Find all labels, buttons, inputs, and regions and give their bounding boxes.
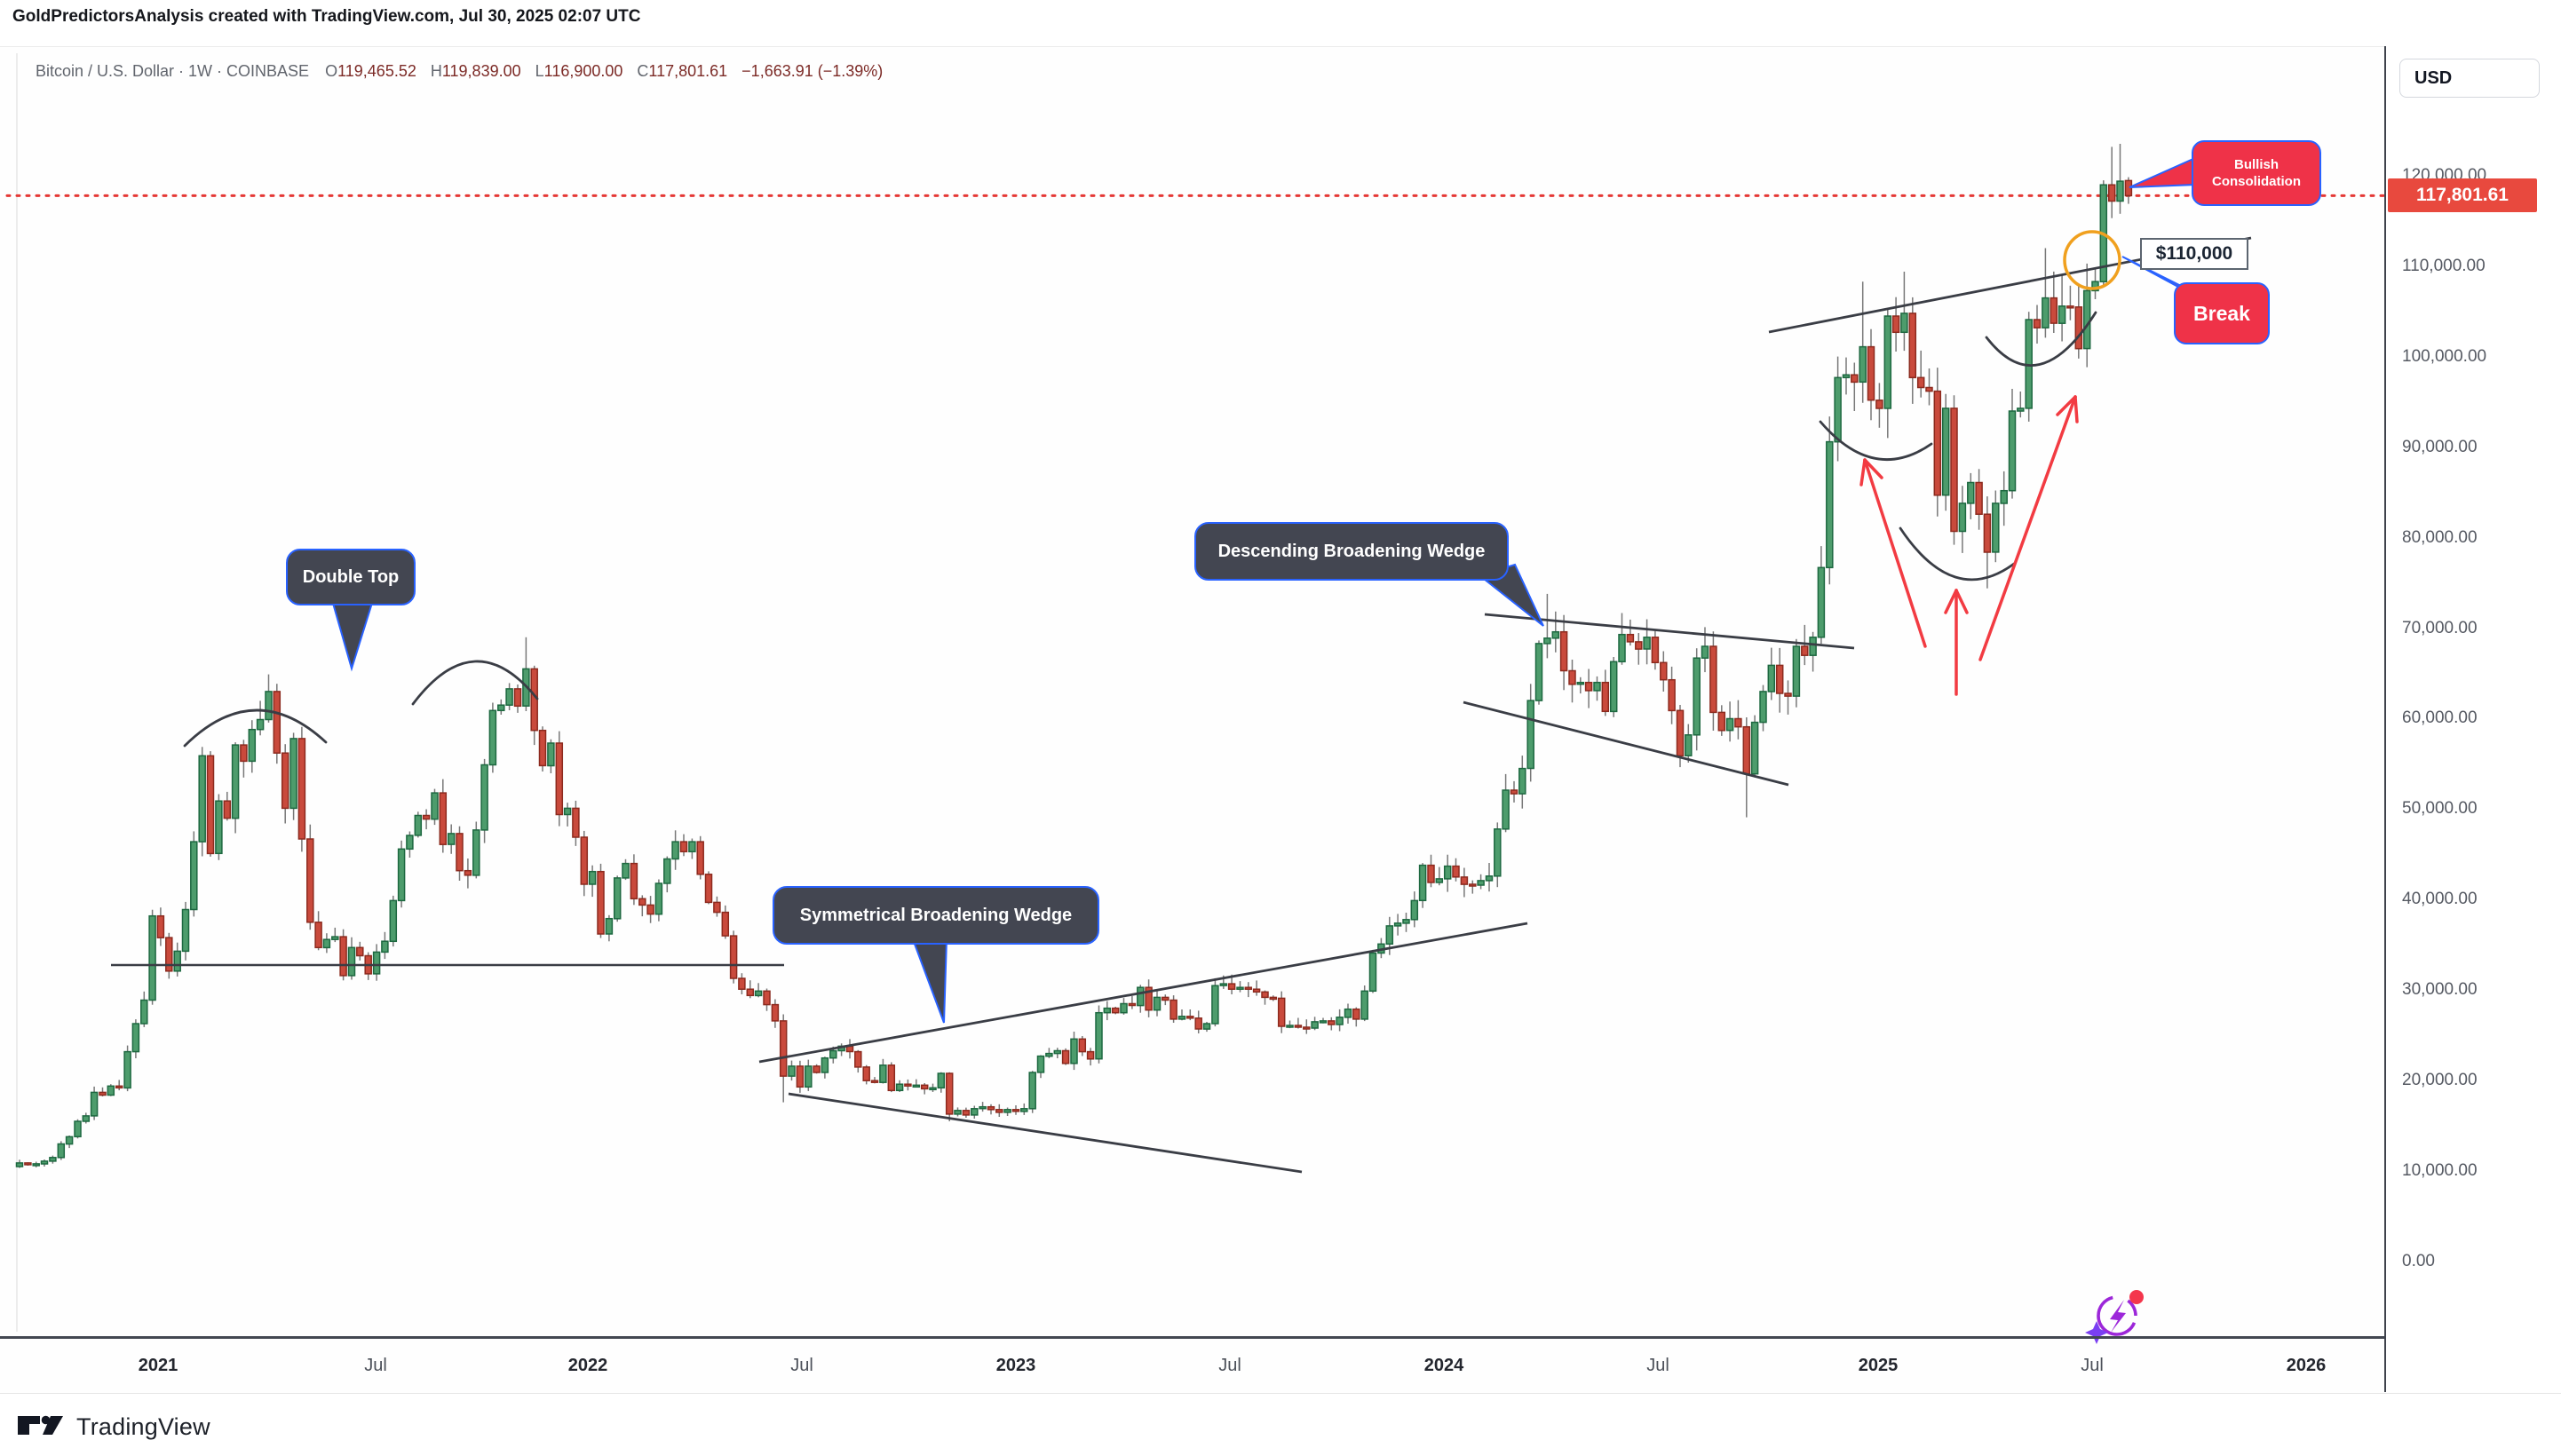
double-top-arc-1-arc bbox=[183, 708, 328, 748]
price-tick-label: 80,000.00 bbox=[2402, 527, 2478, 547]
symbol-title[interactable]: Bitcoin / U.S. Dollar · 1W · COINBASE bbox=[36, 62, 310, 80]
time-tick-label-2025: 2025 bbox=[1858, 1356, 1899, 1375]
attribution-text: GoldPredictorsAnalysis created with Trad… bbox=[12, 7, 641, 26]
price-tick-label: 90,000.00 bbox=[2402, 437, 2478, 456]
price-tick-label: 100,000.00 bbox=[2402, 346, 2487, 366]
price-tick-label: 0.00 bbox=[2402, 1252, 2435, 1270]
desc-wedge-lower-trendline bbox=[1463, 700, 1789, 787]
high-value: 119,839.00 bbox=[441, 62, 521, 80]
time-tick-label-2024: 2024 bbox=[1423, 1356, 1464, 1375]
red-arrow-2 bbox=[1944, 589, 1969, 696]
open-label: O bbox=[325, 62, 338, 80]
break-callout[interactable]: Break bbox=[2174, 282, 2270, 344]
low-value: 116,900.00 bbox=[543, 62, 623, 80]
descending-broadening-wedge-callout[interactable]: Descending Broadening Wedge bbox=[1194, 522, 1509, 581]
double-top-tail bbox=[330, 599, 375, 672]
price-tick-label: 10,000.00 bbox=[2402, 1161, 2478, 1181]
time-tick-label-jul: Jul bbox=[2081, 1356, 2104, 1375]
price-tick-label: 60,000.00 bbox=[2402, 708, 2478, 728]
time-tick-label-jul: Jul bbox=[1218, 1356, 1241, 1375]
time-tick-label-jul: Jul bbox=[790, 1356, 813, 1375]
symmetrical-broadening-wedge-callout[interactable]: Symmetrical Broadening Wedge bbox=[773, 886, 1099, 945]
desc-wedge-upper-trendline bbox=[1484, 613, 1855, 650]
tradingview-logo[interactable]: TradingView bbox=[18, 1412, 210, 1442]
tradingview-brand-text: TradingView bbox=[76, 1412, 210, 1440]
high-label: H bbox=[430, 62, 442, 80]
double-top-arc-2-arc bbox=[411, 660, 539, 706]
time-tick-label-2026: 2026 bbox=[2286, 1356, 2327, 1375]
price-tick-label: 30,000.00 bbox=[2402, 980, 2478, 1000]
sym-wedge-tail bbox=[911, 938, 948, 1024]
sym-wedge-upper-trendline bbox=[758, 922, 1528, 1064]
open-value: 119,465.52 bbox=[337, 62, 416, 80]
time-axis-line bbox=[0, 1336, 2561, 1339]
price-scale[interactable]: USD 117,801.61 120,000.00 110,000.00 100,0… bbox=[2384, 46, 2561, 1392]
bullish-consolidation-callout[interactable]: Bullish Consolidation bbox=[2192, 140, 2321, 206]
price-tick-label: 20,000.00 bbox=[2402, 1071, 2478, 1090]
breakout-highlight-circle bbox=[2063, 230, 2121, 290]
time-tick-label-jul: Jul bbox=[364, 1356, 387, 1375]
time-tick-label-jul: Jul bbox=[1646, 1356, 1669, 1375]
red-arrow-3 bbox=[1978, 395, 2079, 661]
rounded-bottom-2-arc bbox=[1899, 526, 2016, 582]
price-tick-label: 70,000.00 bbox=[2402, 618, 2478, 637]
price-tick-label: 110,000.00 bbox=[2402, 256, 2486, 275]
rounded-bottom-3-arc bbox=[1985, 311, 2097, 367]
time-tick-label-2021: 2021 bbox=[138, 1356, 178, 1375]
time-tick-label-2023: 2023 bbox=[995, 1356, 1036, 1375]
last-price-badge: 117,801.61 bbox=[2388, 178, 2537, 213]
low-label: L bbox=[535, 62, 544, 80]
price-tick-label: 50,000.00 bbox=[2402, 799, 2478, 819]
double-top-callout[interactable]: Double Top bbox=[286, 549, 416, 605]
symbol-legend[interactable]: Bitcoin / U.S. Dollar · 1W · COINBASE O11… bbox=[36, 62, 883, 81]
close-label: C bbox=[637, 62, 649, 80]
sparkle-boost-icon bbox=[2085, 1290, 2144, 1344]
time-tick-label-2022: 2022 bbox=[567, 1356, 608, 1375]
bullish-consolidation-line1: Bullish bbox=[2233, 157, 2279, 172]
tradingview-mark-icon bbox=[18, 1415, 67, 1438]
bullish-consolidation-tail bbox=[2129, 156, 2196, 188]
time-scale[interactable]: 2021 Jul 2022 Jul 2023 Jul 2024 Jul 2025 Jul 2026 bbox=[0, 1336, 2561, 1392]
bullish-consolidation-line2: Consolidation bbox=[2212, 174, 2301, 189]
currency-usd-button[interactable]: USD bbox=[2399, 59, 2540, 98]
sym-wedge-lower-trendline bbox=[788, 1092, 1303, 1174]
change-value: −1,663.91 (−1.39%) bbox=[741, 62, 884, 80]
candles bbox=[15, 144, 2133, 1168]
price-tick-label: 40,000.00 bbox=[2402, 890, 2478, 909]
red-arrow-1 bbox=[1859, 458, 1927, 648]
rounded-bottom-1-arc bbox=[1819, 420, 1933, 462]
close-value: 117,801.61 bbox=[648, 62, 728, 80]
price-110000-callout[interactable]: $110,000 bbox=[2140, 238, 2248, 270]
